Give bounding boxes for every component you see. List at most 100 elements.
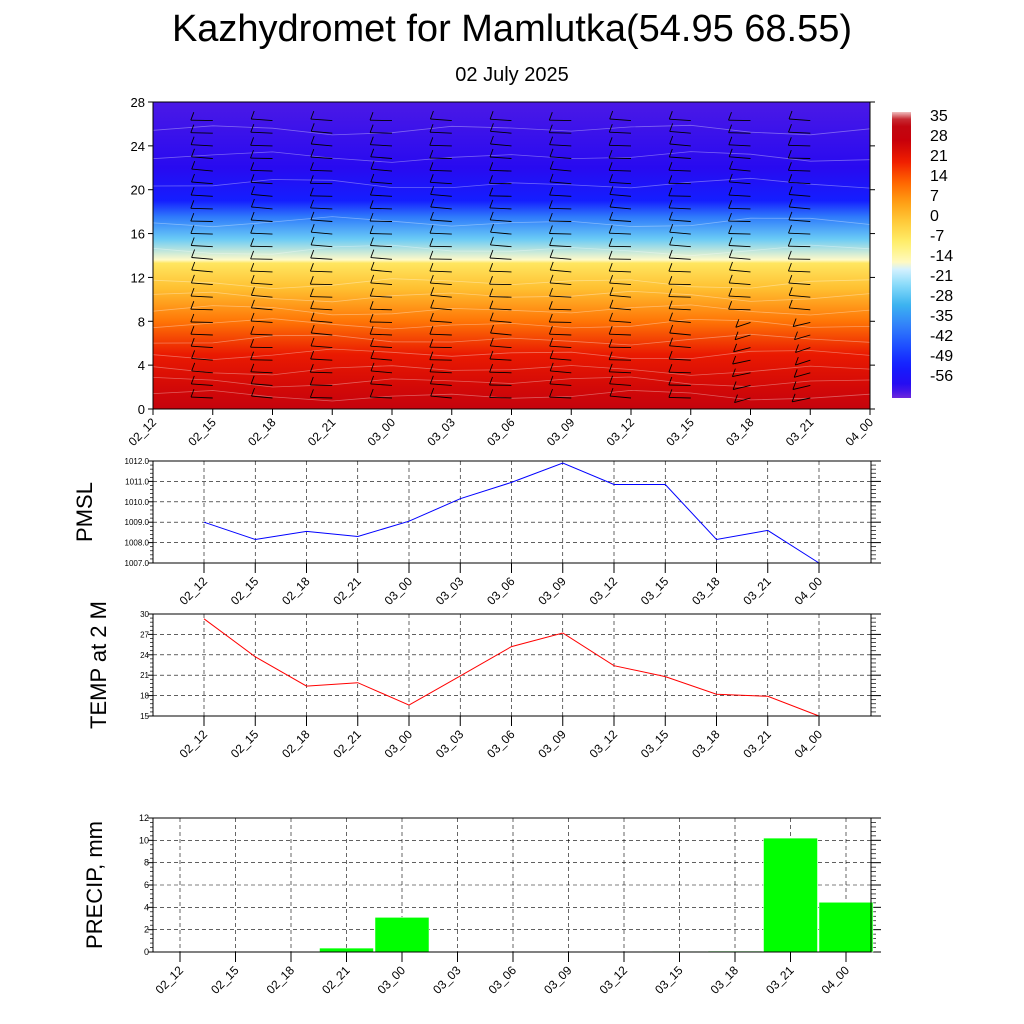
wind-barb (430, 219, 452, 222)
wind-barb (191, 156, 213, 159)
wind-barb-flag (728, 136, 733, 145)
wind-barb-flag (250, 198, 255, 208)
wind-barb (669, 345, 691, 349)
wind-barb-flag (489, 236, 494, 246)
wind-barb (549, 295, 572, 298)
colorbar-label: 14 (930, 168, 948, 185)
wind-barb-flag (548, 124, 553, 133)
x-tick-label: 03_06 (484, 574, 518, 608)
x-tick-label: 02_18 (279, 574, 313, 608)
x-tick-label: 03_09 (541, 963, 575, 997)
wind-barb (190, 396, 213, 399)
wind-barb-flag (250, 137, 255, 146)
wind-barb-flag (549, 186, 554, 196)
wind-barb-flag (429, 312, 434, 322)
wind-barb-flag (728, 200, 733, 209)
wind-barb-flag (795, 344, 799, 353)
wind-barb-flag (369, 388, 374, 398)
wind-barb-flag (489, 111, 494, 120)
wind-barb (250, 131, 273, 134)
x-tick-label: 03_21 (740, 727, 774, 761)
wind-barb (191, 181, 213, 185)
wind-barb (310, 257, 333, 260)
wind-barb (251, 395, 273, 399)
wind-barb-flag (787, 250, 792, 260)
wind-barb-flag (669, 337, 673, 346)
wind-barb (489, 257, 512, 260)
wind-barb (310, 156, 333, 159)
wind-barb-flag (548, 326, 553, 335)
wind-barb (430, 294, 452, 298)
wind-barb (794, 334, 811, 341)
wind-barb (490, 244, 512, 248)
wind-barb-flag (609, 312, 613, 322)
wind-barb (489, 207, 512, 210)
y-tick-label: 1010.0 (125, 498, 150, 507)
wind-barb (728, 207, 751, 210)
x-tick-label: 04_00 (843, 415, 877, 449)
x-tick-label: 03_12 (587, 574, 621, 608)
wind-barb (549, 194, 572, 197)
wind-barb-flag (190, 287, 195, 297)
wind-barb-flag (490, 324, 494, 334)
wind-barb (669, 244, 691, 248)
wind-barb-flag (429, 375, 434, 384)
wind-barb (794, 372, 811, 378)
colorbar-label: -35 (930, 308, 953, 325)
x-tick-label: 02_15 (228, 727, 262, 761)
wind-barb (549, 308, 572, 311)
panel-frame (152, 613, 872, 717)
wind-barb (370, 233, 393, 235)
wind-barb-flag (732, 381, 737, 390)
wind-barb-flag (369, 237, 374, 246)
wind-barb (549, 383, 572, 386)
wind-barb (550, 168, 572, 172)
colorbar-label: -56 (930, 368, 953, 385)
wind-barb (310, 296, 333, 298)
wind-barb-flag (732, 355, 737, 365)
wind-barb-flag (728, 112, 732, 121)
wind-barb (489, 308, 512, 311)
wind-barb (250, 333, 273, 336)
x-tick-label: 03_18 (708, 963, 742, 997)
wind-barb-flag (549, 350, 554, 359)
wind-barb (609, 333, 632, 336)
x-tick-label: 03_09 (535, 574, 569, 608)
wind-barb-flag (608, 326, 613, 335)
wind-barb (489, 396, 512, 399)
wind-barb (729, 181, 751, 185)
contour-line (153, 318, 870, 330)
wind-barb (788, 169, 811, 172)
y-tick-label: 4 (138, 358, 145, 373)
wind-barb-flag (668, 376, 673, 386)
wind-barb (489, 270, 512, 273)
wind-barb-flag (548, 313, 553, 323)
wind-barb (430, 193, 452, 197)
wind-barb (191, 357, 213, 361)
wind-barb-flag (251, 387, 255, 397)
wind-barb-flag (609, 375, 614, 384)
wind-barb (190, 207, 213, 210)
wind-barb-flag (489, 350, 494, 360)
wind-barb (609, 307, 632, 311)
precip-panel: 0 2 4 6 8 10 12 02_12 02_15 02_18 02_21 03_00 03_03 0… (82, 813, 881, 997)
contour-line (153, 151, 870, 163)
wind-barb (549, 207, 572, 210)
wind-barb (549, 233, 572, 235)
x-tick-label: 03_12 (597, 963, 631, 997)
wind-barb (310, 308, 333, 311)
wind-barb-flag (728, 124, 733, 133)
x-tick-label: 03_06 (484, 415, 518, 449)
wind-barb (430, 118, 452, 122)
wind-barb-flag (549, 249, 554, 258)
wind-barb-flag (787, 137, 792, 146)
colorbar-label: -49 (930, 348, 953, 365)
wind-barb-flag (250, 149, 254, 159)
wind-barb-flag (429, 174, 434, 183)
wind-barb-flag (609, 211, 614, 221)
wind-barb (370, 207, 393, 210)
wind-barb (310, 169, 333, 172)
wind-barb (191, 383, 213, 386)
wind-barb (250, 169, 273, 172)
wind-barb-flag (489, 249, 494, 259)
